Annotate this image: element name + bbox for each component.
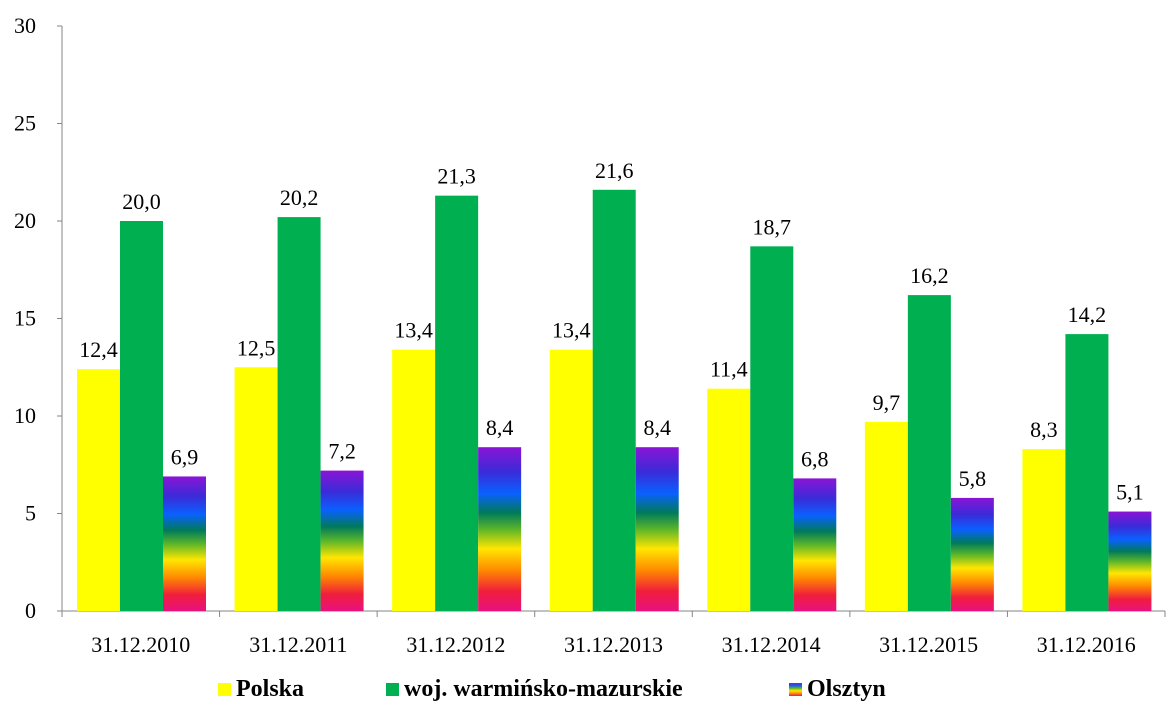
data-label: 12,4: [79, 337, 118, 362]
bar: [864, 421, 908, 611]
x-category-label: 31.12.2013: [564, 632, 663, 657]
chart-axes: 0 5 10 15 20 25 30 31.12.2010 31.12.2011 31.12.20…: [14, 13, 1166, 657]
data-label: 5,1: [1116, 480, 1144, 505]
data-label: 6,8: [801, 446, 829, 471]
bar: [277, 217, 321, 611]
bar: [1065, 334, 1109, 611]
bar: [478, 447, 522, 611]
x-category-label: 31.12.2012: [406, 632, 505, 657]
x-category-label: 31.12.2015: [879, 632, 978, 657]
data-label: 13,4: [552, 318, 591, 343]
data-label: 8,4: [643, 415, 671, 440]
legend-swatch-polska: [218, 683, 231, 696]
bar: [750, 246, 794, 611]
x-category-label: 31.12.2011: [249, 632, 347, 657]
bar: [907, 295, 951, 611]
data-label: 6,9: [171, 444, 199, 469]
data-label: 12,5: [237, 335, 276, 360]
data-label: 14,2: [1068, 302, 1107, 327]
x-category-label: 31.12.2014: [722, 632, 821, 657]
data-label: 11,4: [710, 357, 748, 382]
data-label: 13,4: [394, 318, 433, 343]
bar: [120, 221, 163, 611]
legend-label-polska: Polska: [236, 676, 305, 702]
y-tick-label: 0: [25, 598, 36, 623]
bar: [950, 497, 994, 611]
bar: [77, 369, 120, 611]
data-label: 9,7: [873, 390, 901, 415]
data-label: 21,3: [437, 164, 476, 189]
y-tick-label: 10: [14, 403, 36, 428]
legend-item-polska: Polska: [218, 676, 304, 703]
y-tick-label: 20: [14, 208, 36, 233]
legend-label-warminsko-mazurskie: woj. warmińsko-mazurskie: [404, 676, 683, 702]
data-label: 8,4: [486, 415, 514, 440]
legend-label-olsztyn: Olsztyn: [807, 676, 886, 702]
bar: [592, 189, 636, 612]
data-label: 5,8: [959, 466, 987, 491]
data-label: 20,2: [280, 185, 319, 210]
chart-bars: [77, 189, 1152, 612]
bar: [549, 349, 593, 611]
legend-swatch-olsztyn: [789, 683, 802, 696]
bar-chart: 0 5 10 15 20 25 30 31.12.2010 31.12.2011 31.12.20…: [14, 13, 1166, 657]
y-tick-label: 25: [14, 111, 36, 136]
bar: [234, 367, 278, 611]
bar: [635, 447, 679, 611]
y-tick-label: 5: [25, 501, 36, 526]
x-category-label: 31.12.2016: [1037, 632, 1136, 657]
legend-swatch-warminsko-mazurskie: [386, 683, 399, 696]
data-label: 7,2: [328, 439, 356, 464]
legend-item-olsztyn: Olsztyn: [789, 676, 886, 703]
data-label: 16,2: [910, 263, 949, 288]
data-label: 8,3: [1030, 417, 1058, 442]
chart-data-labels: 12,4 20,0 6,9 12,5 20,2 7,2 13,4 21,3 8,4 13,4 21,…: [79, 158, 1143, 505]
y-tick-label: 15: [14, 306, 36, 331]
bar: [1108, 511, 1152, 611]
bar: [392, 349, 436, 611]
bar: [163, 476, 206, 611]
chart-legend: Polska woj. warmińsko-mazurskie Olsztyn: [0, 676, 1169, 706]
bar: [435, 195, 479, 611]
bar: [707, 388, 751, 611]
data-label: 21,6: [595, 158, 634, 183]
bar: [320, 470, 364, 611]
bar: [1022, 449, 1066, 611]
y-tick-label: 30: [14, 13, 36, 38]
data-label: 20,0: [122, 189, 161, 214]
x-category-label: 31.12.2010: [91, 632, 190, 657]
data-label: 18,7: [753, 214, 792, 239]
legend-item-warminsko-mazurskie: woj. warmińsko-mazurskie: [386, 676, 683, 703]
bar: [793, 478, 837, 611]
